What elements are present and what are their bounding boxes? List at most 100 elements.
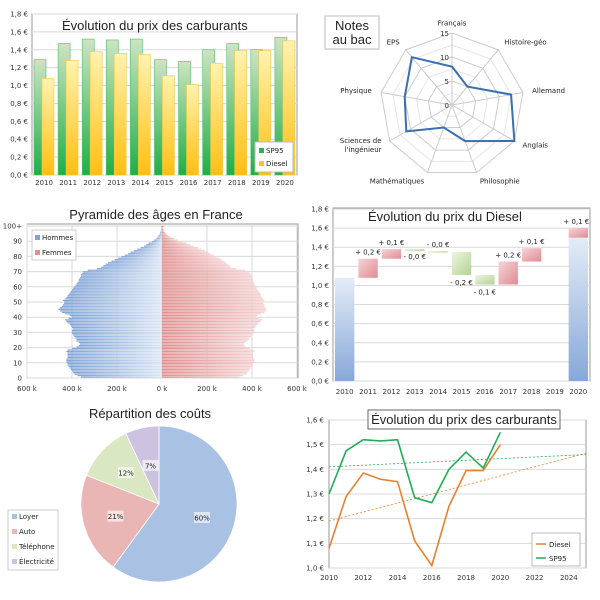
bar-femmes xyxy=(162,358,255,360)
bar-femmes xyxy=(162,295,261,297)
x-tick-label: 2018 xyxy=(523,388,541,396)
bar-hommes xyxy=(72,331,162,333)
bar-femmes xyxy=(162,371,248,374)
y-tick-label: 1,6 € xyxy=(10,28,28,36)
bar-hommes xyxy=(79,277,162,279)
radar-gridline xyxy=(427,80,477,129)
y-tick-label: 1,3 € xyxy=(306,491,324,499)
x-tick-label: 0 k xyxy=(157,385,169,393)
bar-hommes xyxy=(75,284,162,286)
bar-hommes xyxy=(87,269,162,271)
bar-diesel xyxy=(162,75,175,176)
data-label: 60% xyxy=(194,514,210,522)
legend-label: Hommes xyxy=(42,234,73,242)
legend-swatch xyxy=(12,514,17,519)
radar-gridline xyxy=(392,44,512,162)
bar-femmes xyxy=(162,301,264,303)
waterfall-bar-up xyxy=(521,248,542,262)
bar-femmes xyxy=(162,265,230,267)
data-label: - 0,2 € xyxy=(450,279,473,287)
y-tick-label: 40 xyxy=(13,314,22,322)
bar-femmes xyxy=(162,257,220,259)
y-tick-label: 90 xyxy=(13,238,22,246)
bar-hommes xyxy=(66,320,162,323)
legend-label: Diesel xyxy=(266,160,288,168)
bar-femmes xyxy=(162,271,249,273)
bar-femmes xyxy=(162,361,255,363)
y-tick-label: 1,6 € xyxy=(306,417,324,425)
legend-swatch xyxy=(12,544,17,549)
bar-hommes xyxy=(72,289,162,291)
bar-hommes xyxy=(76,346,162,348)
bar-femmes xyxy=(162,283,255,285)
category-label: Sciences de xyxy=(340,137,382,145)
chart-title: Évolution du prix des carburants xyxy=(367,409,561,430)
bar-femmes xyxy=(162,260,224,262)
data-label: - 0,0 € xyxy=(403,253,426,261)
pie-chart-costs: Répartition des coûts 60% 21% 12% 7% Loyer A… xyxy=(7,406,238,583)
bar-femmes xyxy=(162,359,255,362)
bar-femmes xyxy=(162,256,216,258)
bar-femmes xyxy=(162,356,254,359)
bar-femmes xyxy=(162,368,250,371)
data-label-bg xyxy=(194,511,211,523)
legend: Hommes Femmes xyxy=(31,229,77,261)
y-tick-label: 1,2 € xyxy=(10,64,28,72)
legend-swatch xyxy=(12,529,17,534)
bar-hommes xyxy=(160,226,162,228)
data-label: 7% xyxy=(145,462,156,470)
bar-hommes xyxy=(64,301,162,303)
y-tick-label: 0,4 € xyxy=(10,136,28,144)
x-tick-label: 2010 xyxy=(35,179,53,187)
bar-hommes xyxy=(68,365,162,368)
bar-hommes xyxy=(137,248,162,250)
bar-hommes xyxy=(61,305,162,307)
bar-femmes xyxy=(162,311,265,313)
x-tick-label: 2015 xyxy=(156,179,174,187)
svg-text:Évolution du prix des carburan: Évolution du prix des carburants xyxy=(371,412,557,427)
y-tick-label: 1,4 € xyxy=(10,46,28,54)
bar-hommes xyxy=(65,298,162,300)
bar-hommes xyxy=(82,272,162,274)
bar-femmes xyxy=(162,262,227,264)
bar-femmes xyxy=(162,308,267,310)
bar-hommes xyxy=(101,266,162,268)
waterfall-bar-total xyxy=(568,237,588,381)
bar-hommes xyxy=(64,302,162,304)
data-label-bg xyxy=(142,459,159,471)
bar-femmes xyxy=(162,325,257,327)
x-tick-label: 2013 xyxy=(107,179,125,187)
category-label: Anglais xyxy=(522,142,548,150)
bar-femmes xyxy=(162,247,198,249)
bar-femmes xyxy=(162,296,263,298)
chart-title: Répartition des coûts xyxy=(89,406,212,421)
bar-femmes xyxy=(162,230,165,232)
data-label: 12% xyxy=(118,470,134,478)
bar-femmes xyxy=(162,299,265,301)
bar-hommes xyxy=(59,307,162,309)
bar-femmes xyxy=(162,362,254,365)
y-tick-label: 60 xyxy=(13,283,22,291)
bar-femmes xyxy=(162,374,243,377)
y-tick-label: 10 xyxy=(13,359,22,367)
bar-hommes xyxy=(67,353,162,356)
bar-femmes xyxy=(162,338,249,341)
bar-hommes xyxy=(161,227,162,229)
legend-label: SP95 xyxy=(549,555,567,563)
chart-title: Évolution du prix du Diesel xyxy=(368,209,522,224)
chart-title: Notes au bac xyxy=(324,15,380,50)
legend-swatch-diesel xyxy=(259,161,264,166)
bar-femmes xyxy=(162,286,257,288)
bar-hommes xyxy=(67,352,162,354)
bar-femmes xyxy=(162,233,167,235)
bar-femmes xyxy=(162,280,254,282)
x-tick-label: 200 k xyxy=(197,385,218,393)
radar-series-line xyxy=(403,55,516,143)
bar-femmes xyxy=(162,349,254,351)
bar-femmes xyxy=(162,353,254,356)
x-tick-label: 2012 xyxy=(83,179,101,187)
bar-hommes xyxy=(108,262,162,264)
bar-hommes xyxy=(65,313,162,315)
bar-diesel xyxy=(282,40,296,176)
category-label: l'ingénieur xyxy=(345,146,382,154)
